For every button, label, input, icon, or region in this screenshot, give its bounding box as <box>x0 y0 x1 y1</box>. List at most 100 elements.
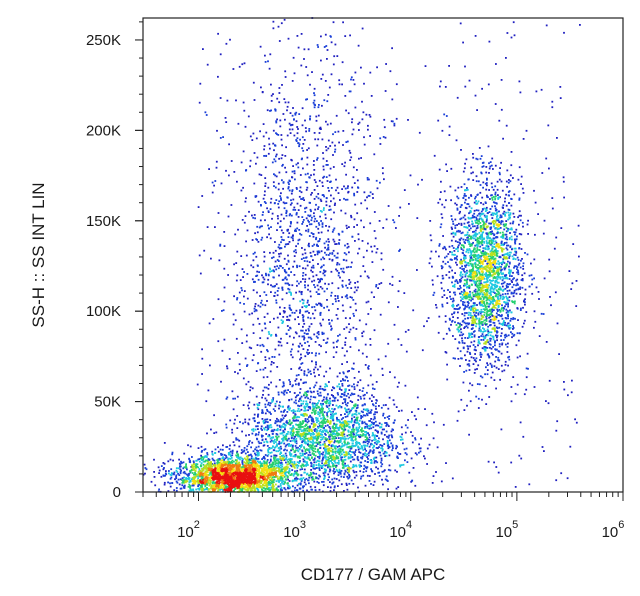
event-dot <box>391 436 394 439</box>
event-dot <box>210 476 212 478</box>
event-dot <box>229 469 232 472</box>
event-dot <box>339 434 342 436</box>
event-dot <box>351 433 353 436</box>
event-dot <box>227 452 230 454</box>
event-dot <box>340 426 342 428</box>
event-dot <box>229 482 232 485</box>
event-dot <box>362 433 365 435</box>
event-dot <box>231 452 234 455</box>
event-dot <box>242 458 244 461</box>
event-dot <box>350 438 353 440</box>
event-dot <box>335 412 337 415</box>
event-dot <box>213 414 215 417</box>
event-dot <box>205 464 208 466</box>
event-dot <box>374 441 376 444</box>
event-dot <box>181 477 184 479</box>
event-dot <box>206 462 209 465</box>
event-dot <box>234 462 237 465</box>
event-dot <box>313 386 315 389</box>
event-dot <box>275 429 278 431</box>
event-dot <box>212 459 215 461</box>
event-dot <box>227 485 229 488</box>
event-dot <box>326 123 329 126</box>
event-dot <box>182 471 185 474</box>
event-dot <box>398 453 401 455</box>
event-dot <box>302 400 305 403</box>
event-dot <box>216 471 219 473</box>
event-dot <box>380 457 383 460</box>
event-dot <box>272 269 275 272</box>
event-dot <box>264 474 267 477</box>
event-dot <box>246 364 249 366</box>
event-dot <box>323 274 326 277</box>
event-dot <box>312 450 315 452</box>
event-dot <box>317 433 320 436</box>
event-dot <box>224 490 227 492</box>
event-dot <box>209 462 212 465</box>
event-dot <box>251 428 253 431</box>
event-dot <box>411 434 414 437</box>
event-dot <box>367 458 369 460</box>
event-dot <box>295 442 298 445</box>
event-dot <box>310 395 312 398</box>
event-dot <box>280 459 283 462</box>
event-dot <box>332 386 334 389</box>
event-dot <box>342 431 345 434</box>
event-dot <box>193 461 195 464</box>
event-dot <box>326 385 328 388</box>
event-dot <box>274 454 277 457</box>
event-dot <box>314 430 316 432</box>
event-dot <box>284 389 287 392</box>
event-dot <box>261 458 263 460</box>
event-dot <box>435 471 437 473</box>
event-dot <box>201 487 204 489</box>
event-dot <box>225 423 228 426</box>
event-dot <box>371 383 374 386</box>
event-dot <box>332 465 335 468</box>
event-dot <box>289 433 292 435</box>
event-dot <box>297 419 300 422</box>
event-dot <box>277 460 280 462</box>
event-dot <box>305 329 307 332</box>
event-dot <box>236 466 238 469</box>
event-dot <box>339 470 341 473</box>
event-dot <box>257 486 260 488</box>
event-dot <box>265 399 268 402</box>
event-dot <box>274 405 277 408</box>
event-dot <box>301 437 304 440</box>
event-dot <box>278 247 281 250</box>
event-dot <box>356 406 359 409</box>
event-dot <box>253 467 256 470</box>
event-dot <box>313 441 316 444</box>
event-dot <box>358 425 361 428</box>
event-dot <box>182 479 185 482</box>
event-dot <box>248 454 251 457</box>
event-dot <box>360 410 363 413</box>
event-dot <box>315 430 318 433</box>
event-dot <box>258 404 261 406</box>
event-dot <box>267 426 269 429</box>
event-dot <box>309 434 312 437</box>
event-dot <box>194 482 197 485</box>
event-dot <box>198 487 201 490</box>
event-dot <box>310 391 313 394</box>
event-dot <box>261 412 263 414</box>
event-dot <box>214 470 217 473</box>
event-dot <box>244 485 247 488</box>
event-dot <box>191 464 193 467</box>
event-dot <box>246 472 248 474</box>
event-dot <box>294 450 297 452</box>
event-dot <box>363 454 366 457</box>
event-dot <box>206 459 209 462</box>
event-dot <box>236 298 238 301</box>
event-dot <box>219 243 222 246</box>
event-dot <box>388 446 391 448</box>
event-dot <box>384 417 386 419</box>
event-dot <box>327 486 329 488</box>
event-dot <box>212 489 215 492</box>
event-dot <box>201 468 203 470</box>
event-dot <box>255 473 258 476</box>
event-dot <box>265 462 268 465</box>
event-dot <box>304 437 307 440</box>
event-dot <box>364 448 366 450</box>
